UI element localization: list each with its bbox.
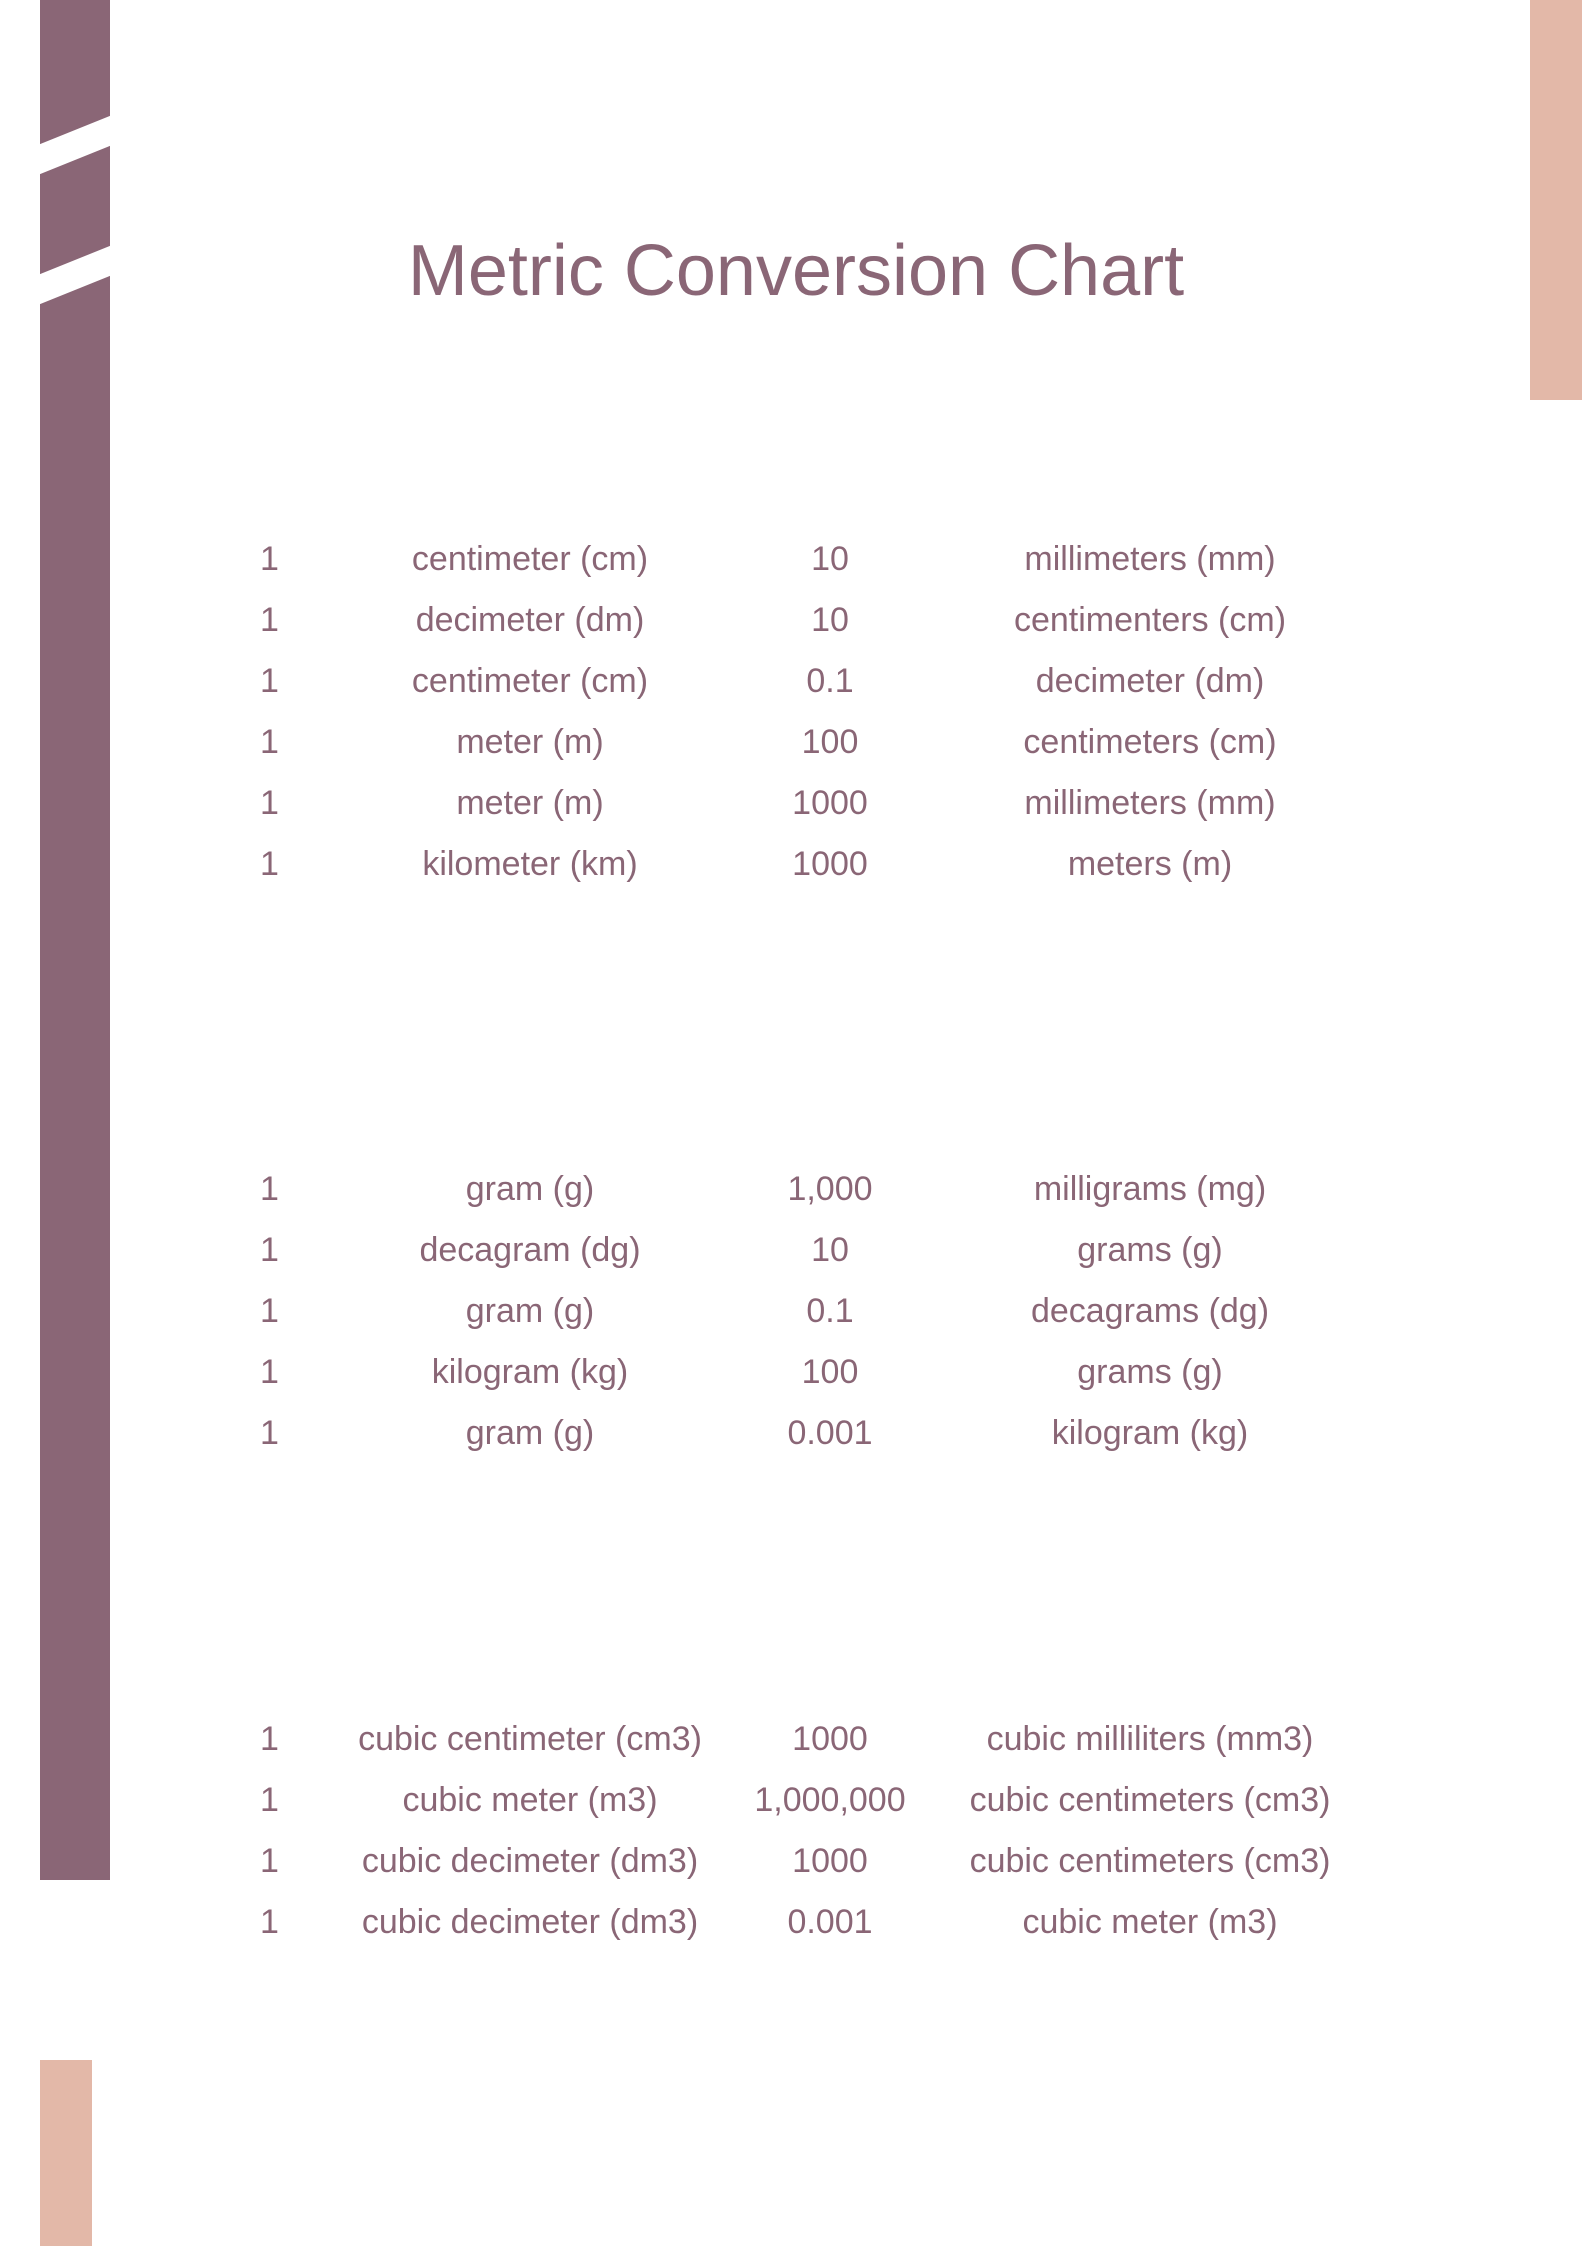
bottom-left-decoration [40,2060,92,2246]
qty-cell: 1 [260,540,340,579]
length-section: 1 centimeter (cm) 10 millimeters (mm) 1 … [260,540,1360,906]
table-row: 1 gram (g) 1,000 milligrams (mg) [260,1170,1360,1209]
table-row: 1 cubic decimeter (dm3) 1000 cubic centi… [260,1842,1360,1881]
to-unit-cell: kilogram (kg) [940,1414,1360,1453]
from-unit-cell: centimeter (cm) [340,662,720,701]
value-cell: 1,000,000 [720,1781,940,1820]
from-unit-cell: gram (g) [340,1170,720,1209]
from-unit-cell: cubic decimeter (dm3) [340,1842,720,1881]
qty-cell: 1 [260,1903,340,1942]
from-unit-cell: meter (m) [340,723,720,762]
to-unit-cell: decagrams (dg) [940,1292,1360,1331]
table-row: 1 kilogram (kg) 100 grams (g) [260,1353,1360,1392]
value-cell: 100 [720,723,940,762]
qty-cell: 1 [260,1170,340,1209]
value-cell: 10 [720,1231,940,1270]
qty-cell: 1 [260,1231,340,1270]
qty-cell: 1 [260,1781,340,1820]
to-unit-cell: centimeters (cm) [940,723,1360,762]
from-unit-cell: kilogram (kg) [340,1353,720,1392]
mass-section: 1 gram (g) 1,000 milligrams (mg) 1 decag… [260,1170,1360,1475]
volume-section: 1 cubic centimeter (cm3) 1000 cubic mill… [260,1720,1360,1964]
table-row: 1 meter (m) 1000 millimeters (mm) [260,784,1360,823]
to-unit-cell: millimeters (mm) [940,540,1360,579]
value-cell: 1000 [720,1720,940,1759]
qty-cell: 1 [260,662,340,701]
from-unit-cell: cubic decimeter (dm3) [340,1903,720,1942]
qty-cell: 1 [260,723,340,762]
table-row: 1 cubic meter (m3) 1,000,000 cubic centi… [260,1781,1360,1820]
value-cell: 1000 [720,784,940,823]
qty-cell: 1 [260,1353,340,1392]
table-row: 1 centimeter (cm) 10 millimeters (mm) [260,540,1360,579]
to-unit-cell: meters (m) [940,845,1360,884]
to-unit-cell: cubic meter (m3) [940,1903,1360,1942]
table-row: 1 gram (g) 0.001 kilogram (kg) [260,1414,1360,1453]
qty-cell: 1 [260,601,340,640]
from-unit-cell: cubic meter (m3) [340,1781,720,1820]
value-cell: 0.1 [720,1292,940,1331]
value-cell: 1,000 [720,1170,940,1209]
qty-cell: 1 [260,1842,340,1881]
value-cell: 1000 [720,1842,940,1881]
qty-cell: 1 [260,845,340,884]
to-unit-cell: grams (g) [940,1231,1360,1270]
table-row: 1 meter (m) 100 centimeters (cm) [260,723,1360,762]
value-cell: 0.001 [720,1903,940,1942]
to-unit-cell: decimeter (dm) [940,662,1360,701]
value-cell: 10 [720,601,940,640]
table-row: 1 centimeter (cm) 0.1 decimeter (dm) [260,662,1360,701]
table-row: 1 cubic decimeter (dm3) 0.001 cubic mete… [260,1903,1360,1942]
to-unit-cell: grams (g) [940,1353,1360,1392]
from-unit-cell: decagram (dg) [340,1231,720,1270]
qty-cell: 1 [260,1414,340,1453]
qty-cell: 1 [260,1292,340,1331]
to-unit-cell: milligrams (mg) [940,1170,1360,1209]
to-unit-cell: millimeters (mm) [940,784,1360,823]
from-unit-cell: kilometer (km) [340,845,720,884]
to-unit-cell: centimenters (cm) [940,601,1360,640]
to-unit-cell: cubic centimeters (cm3) [940,1842,1360,1881]
table-row: 1 decagram (dg) 10 grams (g) [260,1231,1360,1270]
from-unit-cell: decimeter (dm) [340,601,720,640]
from-unit-cell: gram (g) [340,1414,720,1453]
table-row: 1 cubic centimeter (cm3) 1000 cubic mill… [260,1720,1360,1759]
value-cell: 1000 [720,845,940,884]
from-unit-cell: meter (m) [340,784,720,823]
value-cell: 0.1 [720,662,940,701]
from-unit-cell: gram (g) [340,1292,720,1331]
qty-cell: 1 [260,1720,340,1759]
value-cell: 0.001 [720,1414,940,1453]
value-cell: 10 [720,540,940,579]
value-cell: 100 [720,1353,940,1392]
right-bar-decoration [1530,0,1582,400]
table-row: 1 kilometer (km) 1000 meters (m) [260,845,1360,884]
from-unit-cell: centimeter (cm) [340,540,720,579]
to-unit-cell: cubic milliliters (mm3) [940,1720,1360,1759]
page-title: Metric Conversion Chart [0,230,1592,312]
table-row: 1 gram (g) 0.1 decagrams (dg) [260,1292,1360,1331]
to-unit-cell: cubic centimeters (cm3) [940,1781,1360,1820]
qty-cell: 1 [260,784,340,823]
table-row: 1 decimeter (dm) 10 centimenters (cm) [260,601,1360,640]
from-unit-cell: cubic centimeter (cm3) [340,1720,720,1759]
